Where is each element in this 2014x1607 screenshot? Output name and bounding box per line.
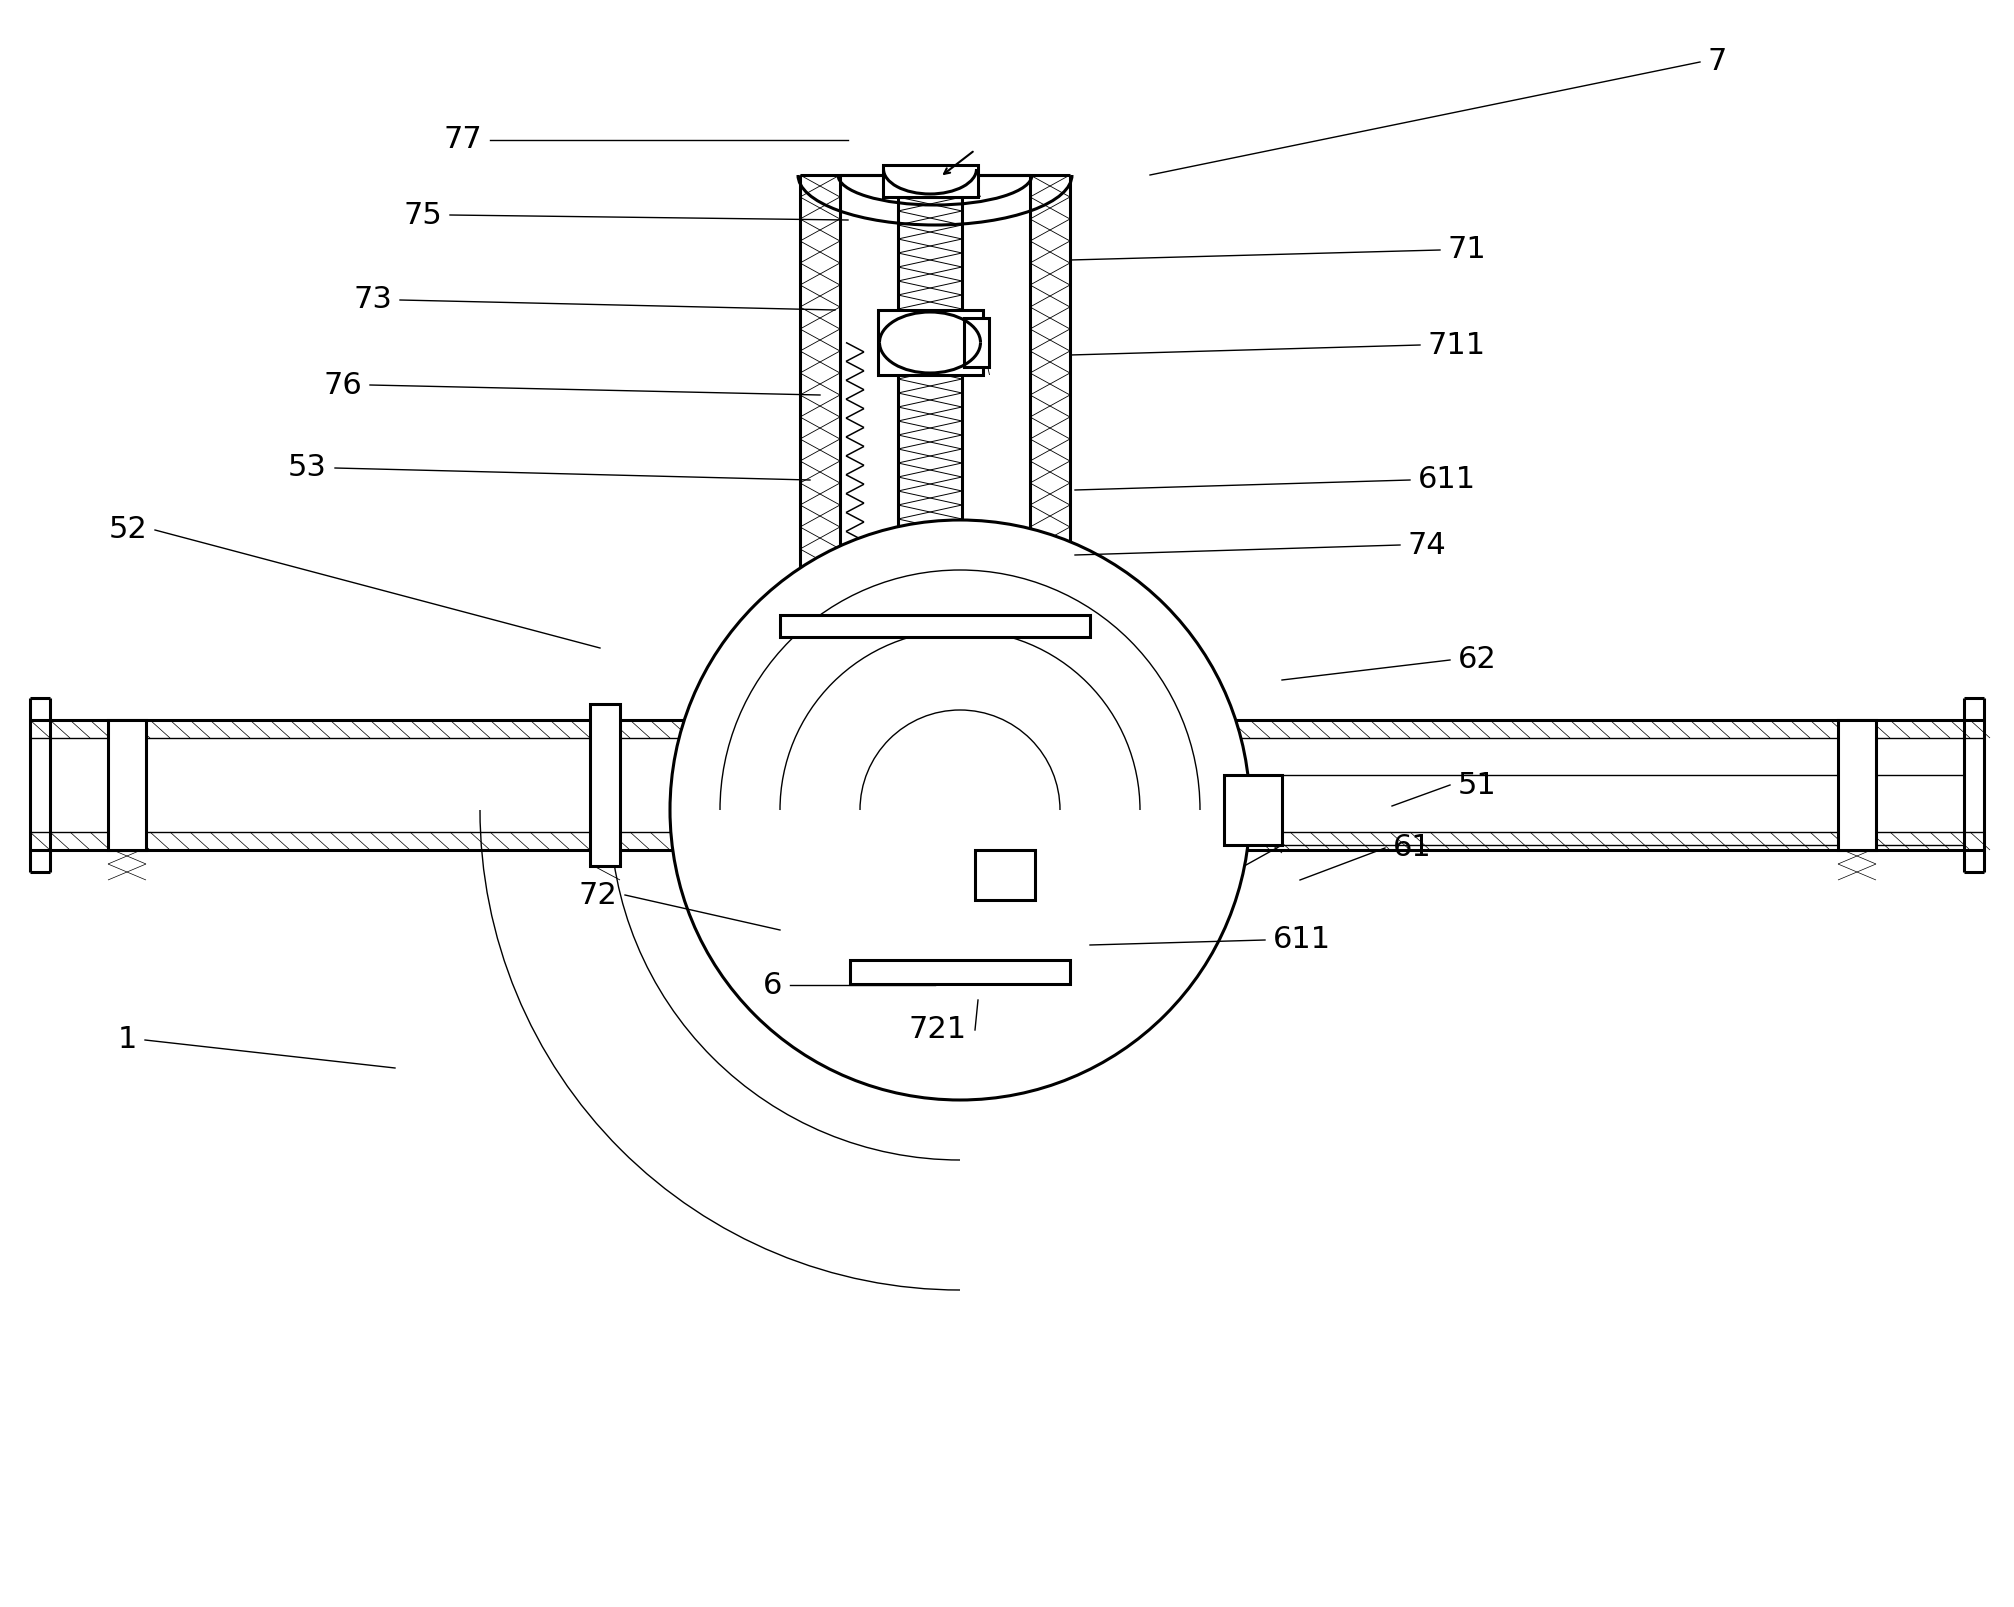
Circle shape: [671, 521, 1251, 1101]
Bar: [878, 310, 983, 374]
Bar: [779, 615, 1090, 636]
Bar: [1839, 720, 1875, 850]
Text: 73: 73: [352, 286, 393, 315]
Text: 77: 77: [443, 125, 481, 154]
Bar: [590, 704, 620, 866]
Text: 51: 51: [1458, 770, 1496, 800]
Bar: [1225, 775, 1283, 845]
Text: 76: 76: [324, 371, 363, 400]
Text: 611: 611: [1273, 926, 1331, 955]
Text: 6: 6: [763, 971, 781, 1000]
Bar: [109, 720, 145, 850]
Text: 74: 74: [1408, 530, 1446, 559]
Text: 72: 72: [578, 881, 616, 910]
Text: 61: 61: [1394, 834, 1432, 863]
Text: 71: 71: [1448, 236, 1486, 265]
Bar: [850, 959, 1069, 983]
Bar: [975, 850, 1035, 900]
Text: 721: 721: [908, 1016, 967, 1045]
Bar: [965, 318, 989, 366]
Text: 611: 611: [1418, 466, 1476, 495]
Bar: [882, 166, 977, 198]
Text: 711: 711: [1428, 331, 1486, 360]
Text: 52: 52: [109, 516, 147, 545]
Text: 53: 53: [288, 453, 326, 482]
Text: 7: 7: [1708, 48, 1728, 77]
Text: 62: 62: [1458, 646, 1496, 675]
Text: 75: 75: [403, 201, 441, 230]
Text: 1: 1: [117, 1025, 137, 1054]
